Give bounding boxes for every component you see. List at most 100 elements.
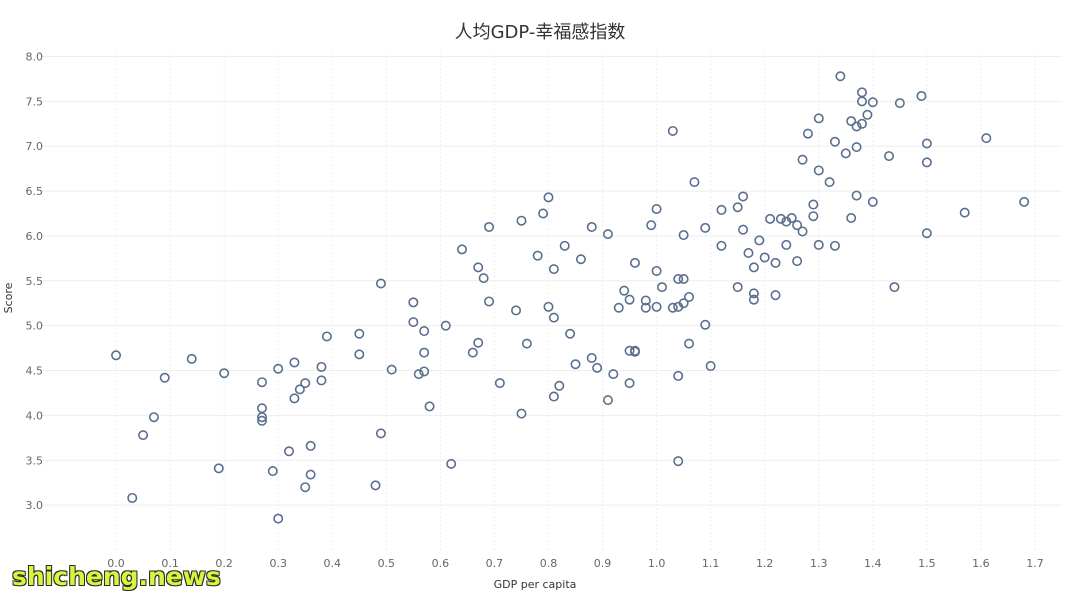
data-point: [716, 240, 727, 251]
y-tick-label: 4.0: [26, 409, 44, 422]
x-axis-label: GDP per capita: [494, 578, 577, 591]
data-point: [867, 97, 878, 108]
y-tick-label: 5.0: [26, 320, 44, 333]
data-point: [716, 204, 727, 215]
data-point: [678, 298, 689, 309]
data-point: [127, 492, 138, 503]
data-point: [186, 353, 197, 364]
data-point: [289, 357, 300, 368]
data-point: [802, 128, 813, 139]
data-point: [738, 224, 749, 235]
data-point: [370, 480, 381, 491]
data-point: [484, 221, 495, 232]
data-point: [862, 109, 873, 120]
data-point: [684, 291, 695, 302]
data-point: [456, 244, 467, 255]
data-point: [700, 319, 711, 330]
data-point: [705, 361, 716, 372]
data-point: [294, 384, 305, 395]
data-point: [743, 247, 754, 258]
data-point: [532, 250, 543, 261]
data-point: [538, 208, 549, 219]
data-point: [148, 412, 159, 423]
y-tick-label: 8.0: [26, 50, 44, 63]
data-point: [813, 113, 824, 124]
data-point: [321, 331, 332, 342]
data-point: [408, 317, 419, 328]
y-tick-label: 3.5: [26, 454, 44, 467]
data-point: [646, 220, 657, 231]
data-point: [619, 285, 630, 296]
data-point: [256, 415, 267, 426]
data-point: [738, 191, 749, 202]
data-point: [111, 350, 122, 361]
data-point: [667, 302, 678, 313]
data-point: [759, 252, 770, 263]
data-point: [586, 221, 597, 232]
data-point: [213, 463, 224, 474]
data-point: [316, 375, 327, 386]
data-point: [256, 403, 267, 414]
data-point: [856, 87, 867, 98]
data-point: [305, 469, 316, 480]
data-point: [586, 352, 597, 363]
data-point: [256, 412, 267, 423]
data-point: [867, 196, 878, 207]
data-point: [921, 138, 932, 149]
data-point: [570, 359, 581, 370]
data-point: [921, 228, 932, 239]
data-point: [494, 378, 505, 389]
data-point: [511, 305, 522, 316]
data-point: [808, 211, 819, 222]
data-point: [770, 290, 781, 301]
data-point: [846, 213, 857, 224]
data-point: [1019, 196, 1030, 207]
data-point: [543, 192, 554, 203]
y-tick-label: 7.5: [26, 95, 44, 108]
data-point: [484, 296, 495, 307]
data-point: [673, 456, 684, 467]
data-point: [856, 118, 867, 129]
data-point: [754, 235, 765, 246]
data-point: [408, 297, 419, 308]
data-point: [786, 213, 797, 224]
data-point: [419, 347, 430, 358]
x-tick-label: 0.7: [486, 557, 504, 570]
data-point: [419, 326, 430, 337]
x-tick-label: 1.5: [918, 557, 936, 570]
data-point: [792, 256, 803, 267]
data-point: [851, 121, 862, 132]
data-point: [624, 345, 635, 356]
data-point: [640, 295, 651, 306]
x-tick-label: 0.1: [161, 557, 179, 570]
data-point: [732, 202, 743, 213]
data-point: [386, 364, 397, 375]
data-point: [289, 393, 300, 404]
data-point: [651, 301, 662, 312]
data-point: [219, 368, 230, 379]
data-point: [624, 294, 635, 305]
watermark-text: shicheng.news: [12, 562, 221, 591]
data-point: [316, 361, 327, 372]
chart-title: 人均GDP-幸福感指数: [454, 22, 626, 43]
y-tick-label: 5.5: [26, 275, 44, 288]
data-point: [413, 369, 424, 380]
data-point: [613, 302, 624, 313]
data-point: [554, 380, 565, 391]
data-point: [651, 265, 662, 276]
data-point: [829, 136, 840, 147]
data-point: [732, 282, 743, 293]
data-point: [629, 346, 640, 357]
data-point: [770, 257, 781, 268]
data-point: [284, 446, 295, 457]
data-point: [684, 338, 695, 349]
data-points: [111, 71, 1030, 524]
data-point: [765, 213, 776, 224]
data-point: [921, 157, 932, 168]
data-point: [602, 395, 613, 406]
x-tick-label: 0.6: [432, 557, 450, 570]
x-tick-label: 1.4: [864, 557, 882, 570]
data-point: [273, 363, 284, 374]
data-point: [516, 215, 527, 226]
